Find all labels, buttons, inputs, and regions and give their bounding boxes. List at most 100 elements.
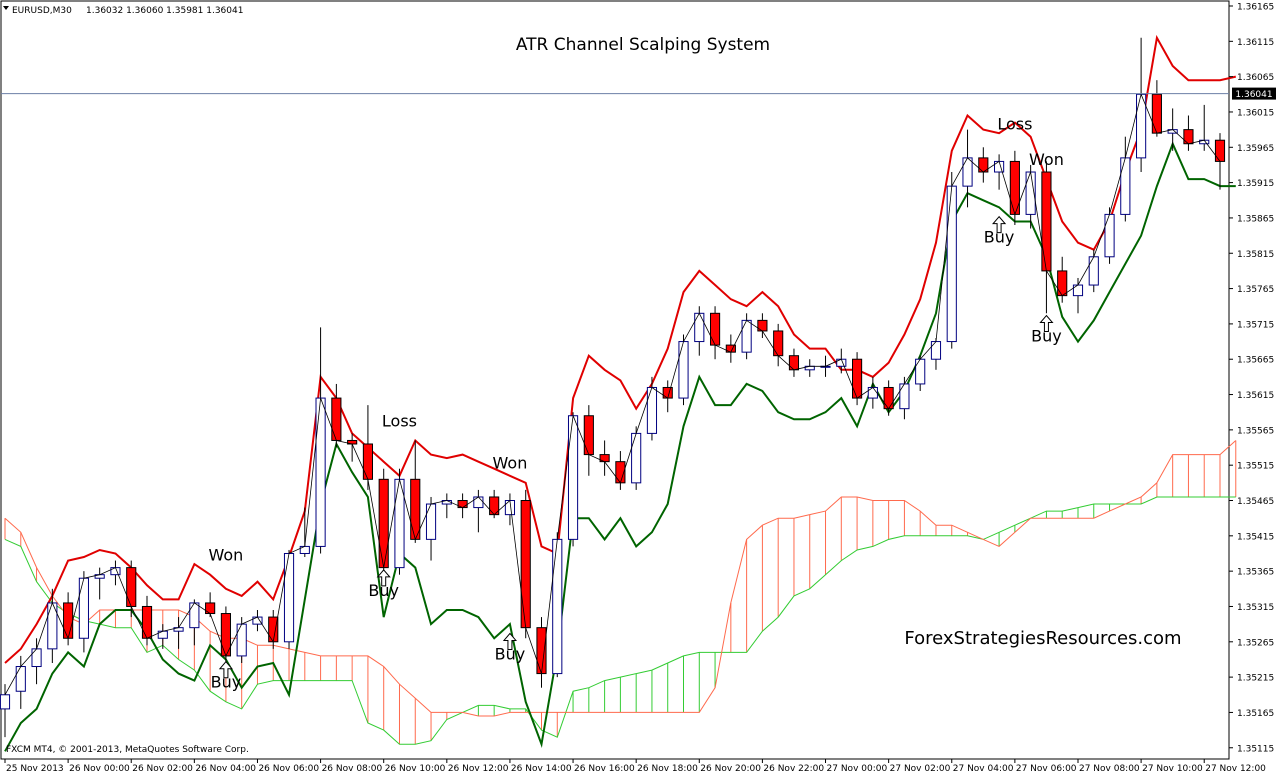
candle-body	[189, 602, 200, 629]
y-tick-label: 1.35715	[1237, 320, 1274, 330]
x-tick-label: 26 Nov 10:00	[385, 764, 446, 774]
annotation-label: Buy	[984, 228, 1015, 247]
candle-body	[1151, 93, 1162, 134]
candle-body	[1183, 129, 1194, 145]
up-arrow-icon	[1039, 314, 1054, 333]
x-tick-label: 27 Nov 12:00	[1205, 764, 1266, 774]
candle-body	[567, 415, 579, 540]
annotation-label: Buy	[368, 581, 399, 600]
triangle-down-icon[interactable]	[3, 6, 9, 10]
candle-body	[631, 432, 642, 484]
candle-body	[1104, 213, 1115, 258]
x-tick-label: 26 Nov 00:00	[69, 764, 130, 774]
x-axis: 25 Nov 2013 26 Nov 00:00 26 Nov 02:00 26 No…	[4, 759, 1266, 774]
y-tick-label: 1.35965	[1237, 144, 1274, 154]
x-tick-label: 26 Nov 04:00	[195, 764, 256, 774]
candle-body	[1072, 284, 1084, 297]
ichimoku-cloud	[4, 440, 1237, 745]
up-arrow-icon	[218, 660, 233, 679]
x-tick-label: 27 Nov 04:00	[953, 764, 1014, 774]
candles: 1.36041	[0, 37, 1276, 738]
candle-body	[930, 341, 942, 360]
y-tick-label: 1.35265	[1237, 638, 1274, 648]
candle-body	[283, 552, 295, 643]
candle-body	[552, 538, 563, 675]
y-tick-label: 1.36165	[1237, 3, 1274, 13]
close-line	[4, 93, 1221, 695]
candle-body	[205, 602, 216, 615]
upper-band-line	[4, 34, 1237, 664]
symbol-label: EURUSD,M30	[12, 6, 72, 16]
current-price-tag	[1232, 87, 1276, 100]
candle-body	[946, 185, 957, 343]
x-tick-label: 26 Nov 22:00	[763, 764, 824, 774]
current-price-label: 1.36041	[1235, 90, 1272, 100]
candle-body	[662, 386, 673, 399]
y-tick-label: 1.35415	[1237, 532, 1274, 542]
candle-body	[15, 666, 26, 692]
x-tick-label: 26 Nov 08:00	[322, 764, 383, 774]
candle-body	[709, 312, 721, 346]
annotation-label: Buy	[211, 673, 242, 692]
candle-body	[788, 355, 800, 371]
candle-body	[867, 386, 878, 399]
candle-body	[362, 443, 373, 480]
candle-body	[141, 605, 153, 639]
x-tick-label: 27 Nov 10:00	[1142, 764, 1203, 774]
candle-body	[78, 577, 89, 639]
y-tick-label: 1.35665	[1237, 356, 1274, 366]
x-tick-label: 27 Nov 02:00	[890, 764, 951, 774]
ohlc-label: 1.36032 1.36060 1.35981 1.36041	[86, 6, 243, 16]
chart-title: ATR Channel Scalping System	[516, 35, 770, 55]
candle-body	[962, 157, 973, 187]
up-arrow-icon	[502, 632, 518, 650]
annotation-label: Loss	[997, 115, 1032, 134]
y-tick-label: 1.35315	[1237, 603, 1274, 613]
annotation-label: Buy	[1031, 327, 1062, 346]
y-tick-label: 1.35815	[1237, 250, 1274, 260]
candle-body	[473, 496, 484, 509]
y-tick-label: 1.35365	[1237, 568, 1274, 578]
candle-body	[694, 312, 705, 343]
candle-body	[0, 694, 11, 710]
candle-body	[1041, 171, 1052, 272]
candle-body	[236, 623, 247, 657]
x-tick-label: 25 Nov 2013	[6, 764, 64, 774]
copyright-label: FXCM MT4, © 2001-2013, MetaQuotes Softwa…	[6, 745, 249, 755]
y-tick-label: 1.35565	[1237, 426, 1274, 436]
candle-body	[268, 616, 279, 643]
watermark: ForexStrategiesResources.com	[904, 628, 1181, 649]
candle-body	[852, 358, 863, 399]
candle-body	[646, 386, 658, 434]
candle-body	[757, 319, 768, 332]
candle-body	[678, 341, 689, 399]
candle-body	[1120, 157, 1131, 215]
x-tick-label: 26 Nov 16:00	[574, 764, 635, 774]
candle-body	[883, 386, 894, 410]
y-tick-label: 1.35165	[1237, 709, 1274, 719]
x-tick-label: 26 Nov 06:00	[258, 764, 319, 774]
candle-body	[1088, 256, 1099, 286]
y-tick-label: 1.35515	[1237, 462, 1274, 472]
y-tick-label: 1.36065	[1237, 73, 1274, 83]
candle-body	[63, 602, 74, 639]
candle-body	[31, 648, 42, 668]
candle-body	[1057, 270, 1068, 297]
x-tick-label: 27 Nov 00:00	[827, 764, 888, 774]
x-tick-label: 26 Nov 14:00	[511, 764, 572, 774]
y-tick-label: 1.35615	[1237, 391, 1274, 401]
candle-body	[425, 503, 437, 540]
candle-body	[773, 330, 784, 357]
x-tick-label: 26 Nov 18:00	[637, 764, 698, 774]
annotation-label: Won	[493, 454, 528, 473]
y-tick-label: 1.35765	[1237, 285, 1274, 295]
y-axis: 1.36165 1.36115 1.36065 1.36015 1.35965 1.359…	[1229, 3, 1274, 754]
x-tick-label: 26 Nov 20:00	[700, 764, 761, 774]
candle-body	[915, 358, 926, 385]
x-tick-label: 27 Nov 08:00	[1079, 764, 1140, 774]
candle-body	[315, 397, 326, 547]
cloud-span-b	[4, 440, 1237, 717]
trade-annotations: Won Buy Buy Loss Won Buy Loss Buy Won Buy	[209, 115, 1064, 692]
